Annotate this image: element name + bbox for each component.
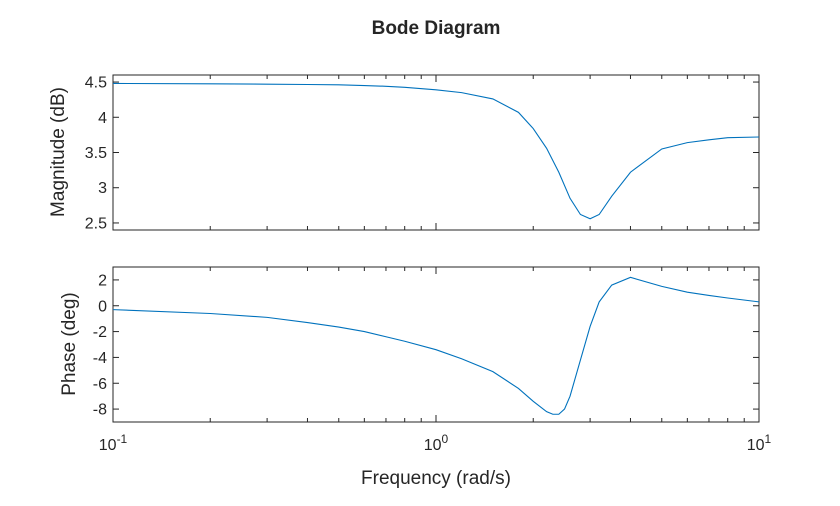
magnitude-y-tick-label: 4 xyxy=(98,110,107,127)
phase-axes-frame xyxy=(112,266,760,423)
x-tick-label: 100 xyxy=(424,432,449,454)
magnitude-y-axis-label: Magnitude (dB) xyxy=(48,87,69,217)
phase-y-tick-label: -8 xyxy=(93,402,107,419)
x-tick-label: 10-1 xyxy=(99,432,128,454)
magnitude-y-tick-label: 2.5 xyxy=(85,215,107,232)
magnitude-y-tick-label: 3.5 xyxy=(85,145,107,162)
magnitude-y-tick-label: 3 xyxy=(98,180,107,197)
phase-y-tick-label: -2 xyxy=(93,324,107,341)
magnitude-y-tick-label: 4.5 xyxy=(85,75,107,92)
magnitude-axes-frame xyxy=(112,74,760,231)
x-axis-label: Frequency (rad/s) xyxy=(361,468,511,489)
phase-y-tick-label: 2 xyxy=(98,272,107,289)
magnitude-panel: 2.5 3 3.5 4 4.5 Magnitude (dB) xyxy=(48,74,760,232)
phase-series-line xyxy=(112,276,760,415)
chart-title: Bode Diagram xyxy=(372,18,501,39)
phase-panel: -8 -6 -4 -2 0 2 Phase (deg) xyxy=(59,266,760,423)
x-tick-label: 101 xyxy=(747,432,772,454)
phase-y-tick-label: -6 xyxy=(93,376,107,393)
magnitude-series-line xyxy=(112,82,760,220)
phase-y-axis-label: Phase (deg) xyxy=(59,292,80,396)
phase-y-tick-label: 0 xyxy=(98,298,107,315)
phase-y-tick-label: -4 xyxy=(93,350,107,367)
